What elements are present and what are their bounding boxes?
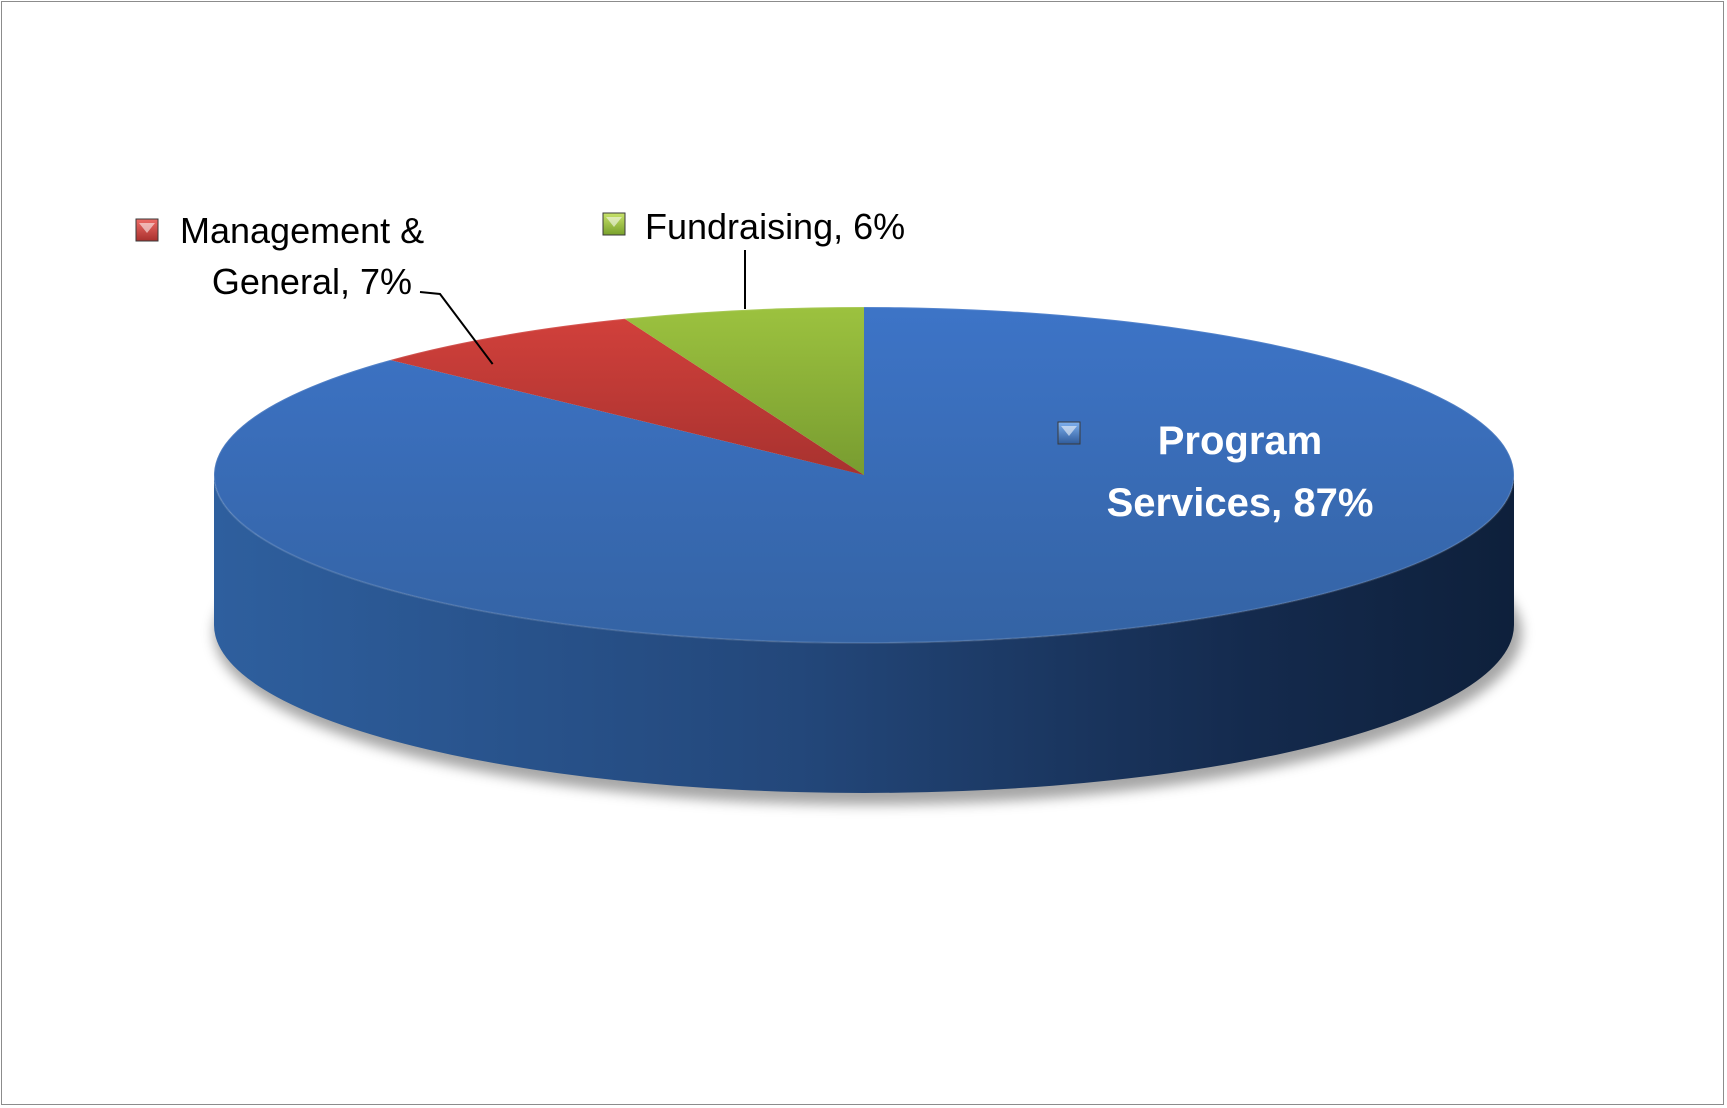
pie-slice-management-general	[390, 318, 864, 475]
legend-marker-fundraising	[602, 212, 626, 236]
data-label-program-services-line2: Services, 87%	[1107, 481, 1374, 525]
pie-side-program-services	[214, 475, 1514, 793]
data-label-management-general-line2: General, 7%	[212, 261, 412, 302]
data-label-fundraising: Fundraising, 6%	[645, 206, 905, 247]
data-label-management-general-line1: Management &	[180, 210, 424, 251]
legend-marker-program-services	[1057, 421, 1081, 445]
data-label-program-services-line1: Program	[1158, 419, 1323, 463]
pie-slice-fundraising	[624, 307, 864, 475]
legend-marker-management-general	[135, 218, 159, 242]
pie-slice-program-services	[214, 307, 1515, 643]
pie-rim	[213, 306, 1515, 644]
leader-line-management-general	[419, 291, 494, 365]
